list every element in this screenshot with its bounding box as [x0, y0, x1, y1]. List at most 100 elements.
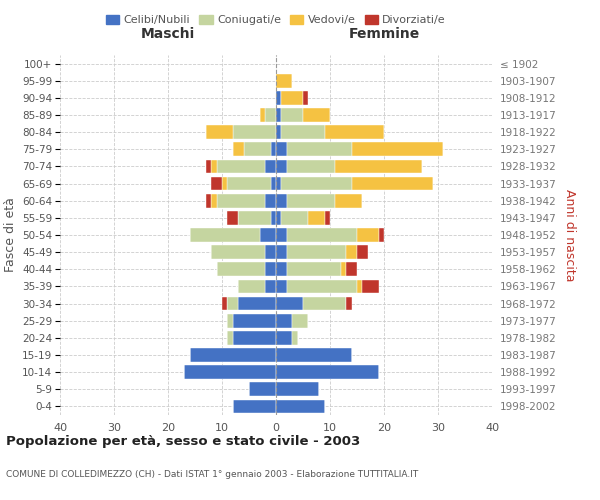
Bar: [265, 108, 276, 122]
Bar: [271, 176, 276, 190]
Bar: [227, 331, 233, 344]
Bar: [260, 228, 276, 242]
Bar: [276, 296, 303, 310]
Bar: [233, 331, 276, 344]
Bar: [265, 246, 276, 259]
Bar: [287, 262, 341, 276]
Bar: [276, 400, 325, 413]
Bar: [206, 160, 211, 173]
Bar: [222, 296, 227, 310]
Bar: [238, 296, 276, 310]
Bar: [276, 74, 292, 88]
Text: Femmine: Femmine: [349, 28, 419, 42]
Bar: [276, 176, 281, 190]
Y-axis label: Anni di nascita: Anni di nascita: [563, 188, 576, 281]
Bar: [276, 142, 287, 156]
Bar: [303, 91, 308, 104]
Bar: [184, 366, 276, 379]
Bar: [335, 194, 362, 207]
Bar: [276, 91, 281, 104]
Bar: [227, 296, 238, 310]
Bar: [281, 176, 352, 190]
Bar: [346, 246, 357, 259]
Y-axis label: Fasce di età: Fasce di età: [4, 198, 17, 272]
Bar: [227, 211, 238, 224]
Bar: [357, 280, 362, 293]
Bar: [276, 246, 287, 259]
Bar: [335, 160, 422, 173]
Text: Popolazione per età, sesso e stato civile - 2003: Popolazione per età, sesso e stato civil…: [6, 435, 360, 448]
Bar: [292, 314, 308, 328]
Bar: [271, 211, 276, 224]
Bar: [276, 366, 379, 379]
Bar: [292, 331, 298, 344]
Bar: [249, 382, 276, 396]
Bar: [325, 126, 384, 139]
Bar: [281, 126, 325, 139]
Bar: [276, 194, 287, 207]
Bar: [211, 176, 222, 190]
Bar: [287, 246, 346, 259]
Bar: [222, 176, 227, 190]
Bar: [217, 262, 265, 276]
Bar: [276, 331, 292, 344]
Bar: [227, 314, 233, 328]
Bar: [341, 262, 346, 276]
Bar: [233, 126, 276, 139]
Bar: [281, 108, 303, 122]
Bar: [211, 160, 217, 173]
Bar: [211, 246, 265, 259]
Bar: [233, 400, 276, 413]
Bar: [325, 211, 330, 224]
Bar: [271, 142, 276, 156]
Bar: [287, 280, 357, 293]
Bar: [206, 126, 233, 139]
Bar: [346, 262, 357, 276]
Text: Maschi: Maschi: [141, 28, 195, 42]
Bar: [211, 194, 217, 207]
Bar: [281, 91, 303, 104]
Bar: [190, 348, 276, 362]
Bar: [352, 142, 443, 156]
Bar: [276, 314, 292, 328]
Bar: [379, 228, 384, 242]
Bar: [233, 142, 244, 156]
Text: COMUNE DI COLLEDIMEZZO (CH) - Dati ISTAT 1° gennaio 2003 - Elaborazione TUTTITAL: COMUNE DI COLLEDIMEZZO (CH) - Dati ISTAT…: [6, 470, 418, 479]
Bar: [265, 280, 276, 293]
Bar: [265, 262, 276, 276]
Bar: [346, 296, 352, 310]
Bar: [362, 280, 379, 293]
Bar: [276, 211, 281, 224]
Bar: [217, 194, 265, 207]
Bar: [227, 176, 271, 190]
Bar: [287, 142, 352, 156]
Bar: [357, 246, 368, 259]
Bar: [276, 108, 281, 122]
Bar: [308, 211, 325, 224]
Bar: [357, 228, 379, 242]
Bar: [276, 126, 281, 139]
Bar: [238, 280, 265, 293]
Bar: [276, 382, 319, 396]
Bar: [303, 108, 330, 122]
Bar: [265, 194, 276, 207]
Bar: [287, 194, 335, 207]
Bar: [217, 160, 265, 173]
Bar: [265, 160, 276, 173]
Bar: [276, 280, 287, 293]
Bar: [352, 176, 433, 190]
Legend: Celibi/Nubili, Coniugati/e, Vedovi/e, Divorziati/e: Celibi/Nubili, Coniugati/e, Vedovi/e, Di…: [101, 10, 451, 30]
Bar: [287, 160, 335, 173]
Bar: [244, 142, 271, 156]
Bar: [281, 211, 308, 224]
Bar: [287, 228, 357, 242]
Bar: [238, 211, 271, 224]
Bar: [276, 228, 287, 242]
Bar: [260, 108, 265, 122]
Bar: [276, 262, 287, 276]
Bar: [303, 296, 346, 310]
Bar: [233, 314, 276, 328]
Bar: [190, 228, 260, 242]
Bar: [276, 160, 287, 173]
Bar: [276, 348, 352, 362]
